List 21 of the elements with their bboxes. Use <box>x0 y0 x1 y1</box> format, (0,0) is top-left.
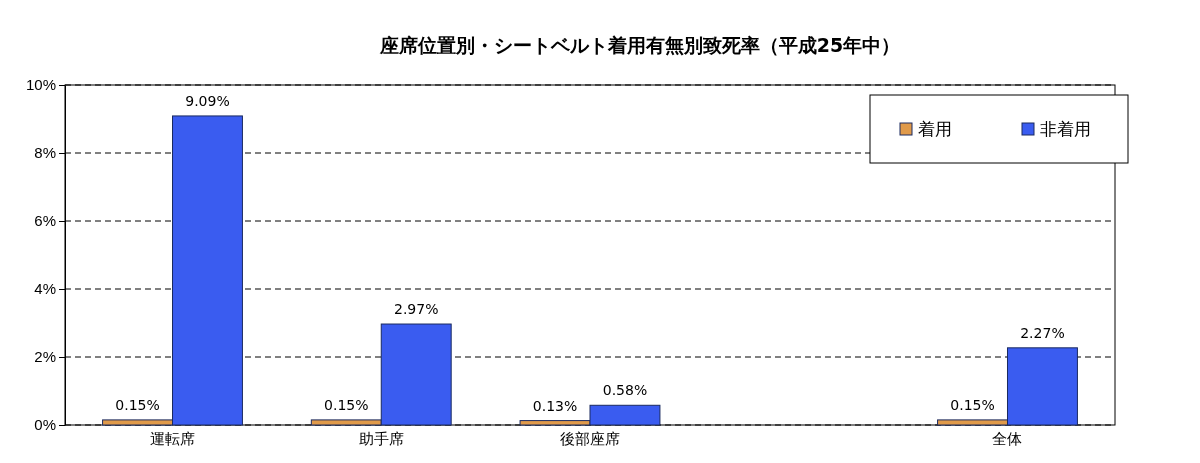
y-tick-label: 0% <box>34 416 56 434</box>
y-tick-label: 10% <box>25 76 56 94</box>
y-tick-label: 6% <box>34 212 56 230</box>
data-label: 0.15% <box>115 396 160 413</box>
y-tick-label: 2% <box>34 348 56 366</box>
data-label: 2.27% <box>1020 324 1065 341</box>
legend-label: 着用 <box>918 119 952 139</box>
data-label: 0.15% <box>950 396 995 413</box>
data-label: 2.97% <box>393 301 439 318</box>
legend-label: 非着用 <box>1040 119 1091 139</box>
data-label: 0.58% <box>602 382 648 399</box>
x-tick-label: 後部座席 <box>560 429 620 447</box>
x-tick-label: 運転席 <box>150 429 195 447</box>
data-label: 9.09% <box>185 92 230 109</box>
data-label: 0.13% <box>532 397 578 414</box>
x-tick-label: 全体 <box>992 429 1023 447</box>
y-tick-label: 8% <box>34 144 56 162</box>
data-label: 0.15% <box>324 396 369 413</box>
x-tick-label: 助手席 <box>358 429 404 447</box>
chart-title: 座席位置別・シートベルト着用有無別致死率（平成25年中） <box>378 34 901 56</box>
y-tick-label: 4% <box>34 280 56 298</box>
